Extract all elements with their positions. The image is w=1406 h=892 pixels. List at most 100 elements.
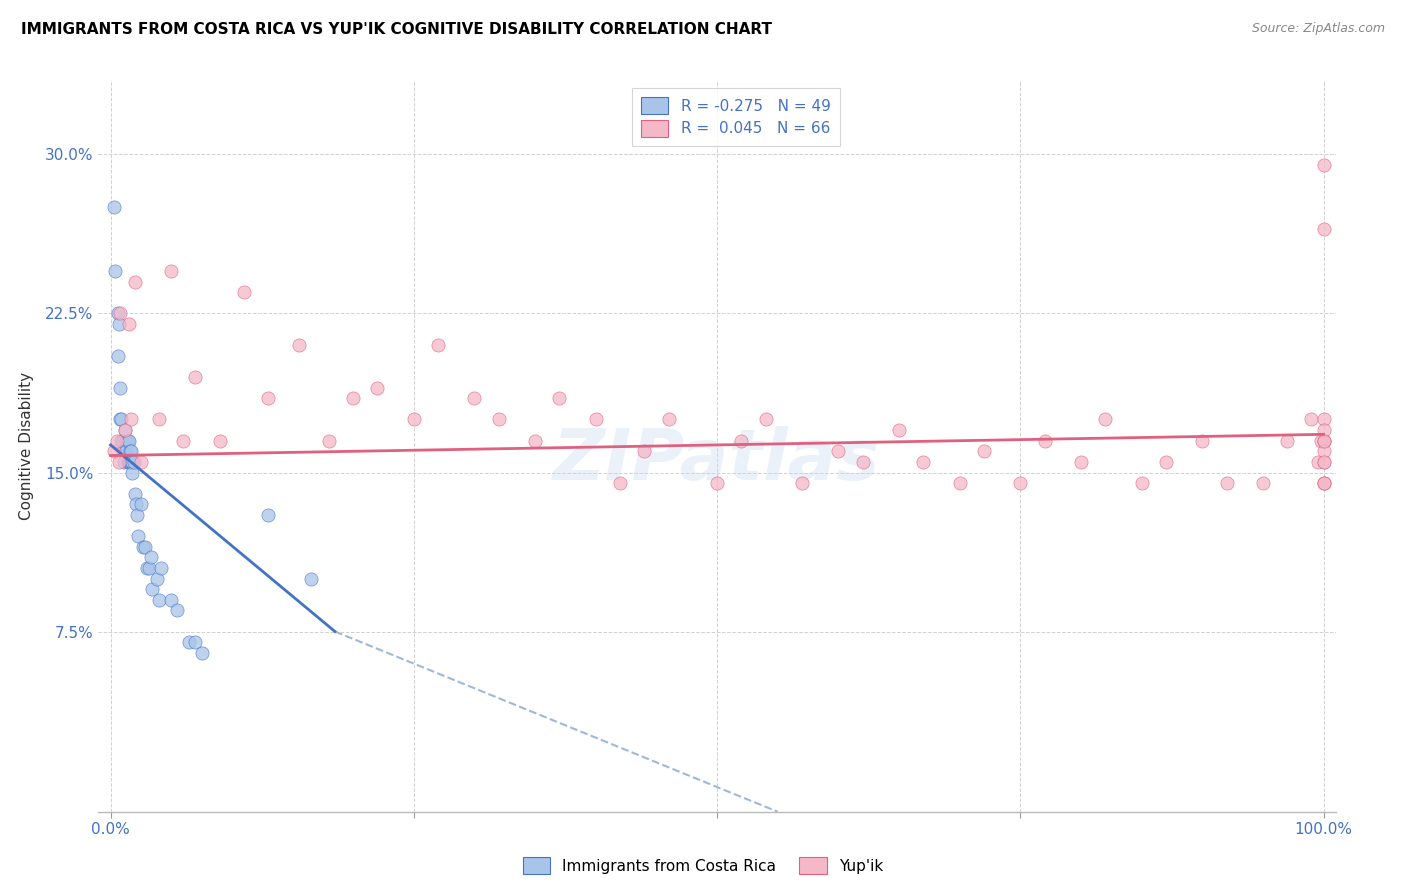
Point [114, 423, 136, 437]
Point [110, 434, 132, 448]
Point [1301, 412, 1323, 426]
Point [112, 455, 135, 469]
Point [1312, 423, 1334, 437]
Point [110, 412, 132, 426]
Point [366, 381, 388, 395]
Point [852, 455, 875, 469]
Legend: Immigrants from Costa Rica, Yup'ik: Immigrants from Costa Rica, Yup'ik [516, 851, 890, 880]
Point [299, 572, 322, 586]
Point [755, 412, 778, 426]
Point [427, 338, 450, 352]
Point [148, 592, 170, 607]
Point [104, 264, 127, 278]
Y-axis label: Cognitive Disability: Cognitive Disability [18, 372, 34, 520]
Point [1070, 455, 1092, 469]
Point [114, 423, 136, 437]
Point [1251, 476, 1274, 491]
Point [111, 434, 134, 448]
Point [1312, 455, 1334, 469]
Point [108, 317, 131, 331]
Point [103, 444, 125, 458]
Point [127, 529, 149, 543]
Point [488, 412, 510, 426]
Point [107, 349, 129, 363]
Point [548, 392, 571, 406]
Point [127, 508, 149, 522]
Point [1094, 412, 1116, 426]
Point [124, 275, 146, 289]
Point [160, 592, 183, 607]
Point [118, 444, 141, 458]
Point [463, 392, 485, 406]
Point [110, 381, 132, 395]
Point [145, 572, 167, 586]
Point [1130, 476, 1153, 491]
Point [1312, 476, 1334, 491]
Point [121, 466, 143, 480]
Point [1154, 455, 1177, 469]
Point [129, 497, 152, 511]
Point [1312, 158, 1334, 172]
Point [117, 455, 139, 469]
Legend: R = -0.275   N = 49, R =  0.045   N = 66: R = -0.275 N = 49, R = 0.045 N = 66 [631, 88, 839, 145]
Point [148, 412, 170, 426]
Point [184, 635, 207, 649]
Point [120, 455, 142, 469]
Point [730, 434, 752, 448]
Point [342, 392, 364, 406]
Point [287, 338, 309, 352]
Point [1312, 455, 1334, 469]
Point [949, 476, 972, 491]
Point [179, 635, 201, 649]
Text: IMMIGRANTS FROM COSTA RICA VS YUP'IK COGNITIVE DISABILITY CORRELATION CHART: IMMIGRANTS FROM COSTA RICA VS YUP'IK COG… [21, 22, 772, 37]
Point [1312, 434, 1334, 448]
Point [118, 434, 141, 448]
Point [1275, 434, 1298, 448]
Point [107, 306, 129, 320]
Point [120, 412, 142, 426]
Point [524, 434, 547, 448]
Point [585, 412, 607, 426]
Point [115, 444, 138, 458]
Point [706, 476, 728, 491]
Point [117, 434, 139, 448]
Point [122, 455, 145, 469]
Point [110, 306, 132, 320]
Point [609, 476, 631, 491]
Point [1312, 444, 1334, 458]
Text: Source: ZipAtlas.com: Source: ZipAtlas.com [1251, 22, 1385, 36]
Point [257, 508, 280, 522]
Point [112, 444, 135, 458]
Point [633, 444, 655, 458]
Point [1310, 434, 1333, 448]
Point [134, 540, 156, 554]
Text: ZIPatlas: ZIPatlas [554, 426, 880, 495]
Point [1010, 476, 1032, 491]
Point [111, 444, 134, 458]
Point [125, 497, 148, 511]
Point [257, 392, 280, 406]
Point [790, 476, 813, 491]
Point [1312, 476, 1334, 491]
Point [120, 444, 142, 458]
Point [138, 561, 160, 575]
Point [1191, 434, 1213, 448]
Point [105, 434, 128, 448]
Point [1033, 434, 1056, 448]
Point [657, 412, 679, 426]
Point [141, 582, 163, 596]
Point [1306, 455, 1329, 469]
Point [1312, 221, 1334, 235]
Point [208, 434, 231, 448]
Point [124, 486, 146, 500]
Point [129, 455, 152, 469]
Point [166, 603, 188, 617]
Point [1215, 476, 1237, 491]
Point [118, 317, 141, 331]
Point [103, 201, 125, 215]
Point [110, 412, 132, 426]
Point [1312, 434, 1334, 448]
Point [139, 550, 162, 565]
Point [160, 264, 183, 278]
Point [118, 455, 141, 469]
